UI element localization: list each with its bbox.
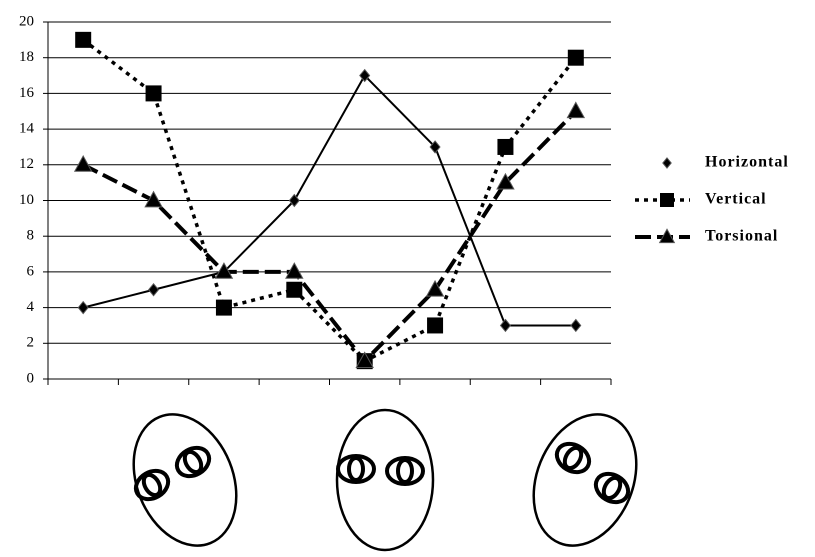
marker-triangle <box>567 102 584 117</box>
y-tick-label: 2 <box>27 335 35 351</box>
y-tick-label: 18 <box>19 49 34 65</box>
y-tick-label: 6 <box>27 263 35 279</box>
y-tick-label: 10 <box>19 192 34 208</box>
chart: 0 2 4 6 8 10 12 14 16 18 20 Horizontal Vertical Torsi… <box>0 0 815 557</box>
head-outline <box>115 399 255 557</box>
marker-square <box>216 300 232 316</box>
marker-square <box>427 317 443 333</box>
y-tick-label: 0 <box>27 370 35 386</box>
eye <box>131 465 173 505</box>
pupil <box>349 458 363 480</box>
face-center <box>337 410 433 550</box>
y-tick-label: 12 <box>19 156 34 172</box>
y-tick-label: 4 <box>27 299 35 315</box>
legend-label: Horizontal <box>705 154 789 171</box>
marker-square <box>568 50 584 66</box>
legend-label: Vertical <box>705 191 767 208</box>
marker-diamond <box>571 320 581 332</box>
pupil <box>600 475 623 501</box>
y-tick-label: 16 <box>19 85 35 101</box>
pupil <box>140 472 163 498</box>
face-right <box>515 399 655 557</box>
marker-triangle <box>75 156 92 171</box>
y-tick-label: 20 <box>19 13 34 29</box>
marker-diamond <box>663 158 671 168</box>
marker-square <box>75 32 91 48</box>
pupil <box>398 460 412 482</box>
marker-diamond <box>149 284 159 296</box>
eye <box>172 442 214 482</box>
marker-square <box>286 282 302 298</box>
head-outline <box>515 399 655 557</box>
pupil <box>181 449 204 475</box>
marker-square <box>146 85 162 101</box>
marker-square <box>497 139 513 155</box>
y-tick-label: 8 <box>27 228 35 244</box>
y-tick-label: 14 <box>19 121 35 137</box>
pupil <box>561 445 584 471</box>
legend-label: Torsional <box>705 228 778 245</box>
face-left <box>115 399 255 557</box>
marker-diamond <box>501 320 511 332</box>
marker-diamond <box>78 302 88 314</box>
marker-square <box>660 193 674 207</box>
eye <box>552 438 594 478</box>
